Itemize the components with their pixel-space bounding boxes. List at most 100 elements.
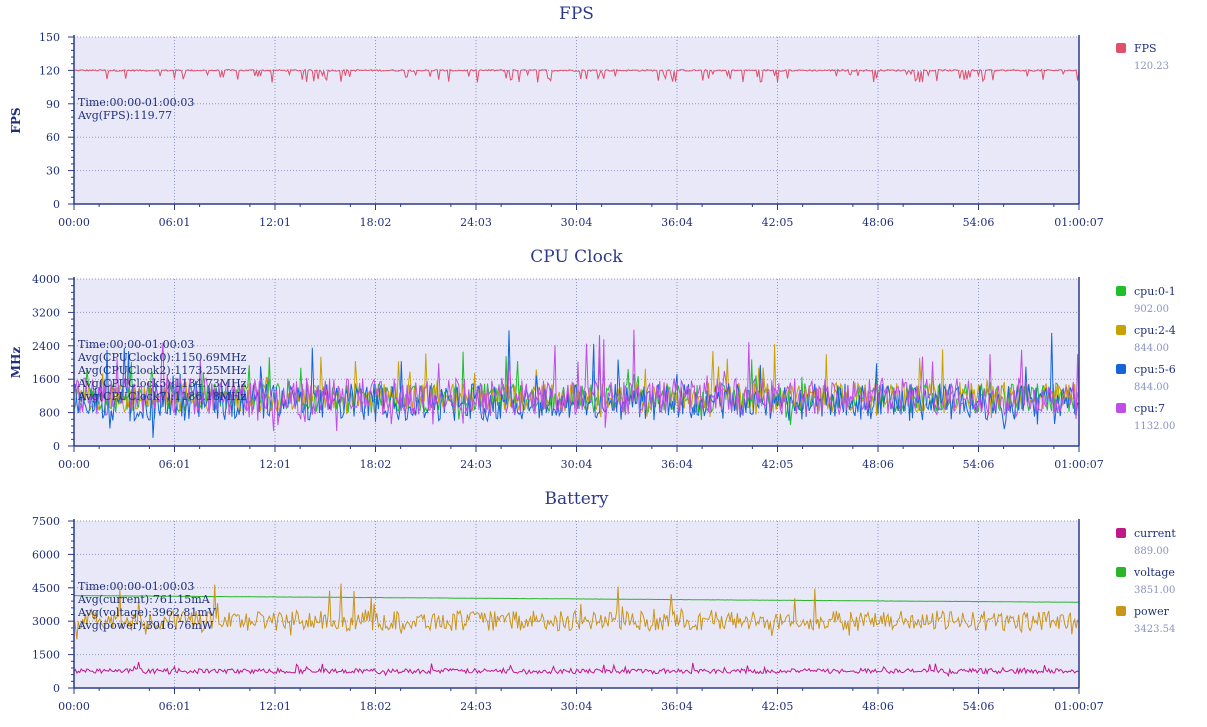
x-tick-label: 06:01 bbox=[159, 216, 191, 229]
x-tick-label: 00:00 bbox=[58, 458, 90, 471]
x-tick-label: 54:06 bbox=[963, 458, 995, 471]
y-axis-label: FPS bbox=[9, 107, 23, 133]
legend-series-name[interactable]: cpu:2-4 bbox=[1134, 324, 1176, 337]
stats-annotation: Avg(current):761.15mA bbox=[77, 593, 211, 606]
x-tick-label: 24:03 bbox=[460, 216, 492, 229]
stats-annotation: Time:00:00-01:00:03 bbox=[78, 580, 194, 593]
stats-annotation: Avg(CPUClock7):1186.18MHz bbox=[77, 390, 247, 403]
legend-series-name[interactable]: FPS bbox=[1134, 42, 1157, 55]
x-tick-label: 01:00:07 bbox=[1054, 458, 1103, 471]
chart-title: Battery bbox=[544, 489, 608, 509]
chart-title: CPU Clock bbox=[530, 247, 623, 267]
stats-annotation: Time:00:00-01:00:03 bbox=[78, 96, 194, 109]
x-tick-label: 06:01 bbox=[159, 700, 191, 713]
legend-series-value: 844.00 bbox=[1134, 382, 1169, 393]
chart-panel-1: CPU Clock 0 800 1600 2400 3200 4000 00:00 06:01 1… bbox=[9, 247, 1176, 471]
legend-swatch[interactable] bbox=[1116, 325, 1126, 335]
legend-series-name[interactable]: voltage bbox=[1133, 566, 1175, 579]
y-tick-label: 3000 bbox=[32, 615, 60, 628]
stats-annotation: Avg(CPUClock0):1150.69MHz bbox=[77, 351, 247, 364]
x-tick-label: 30:04 bbox=[561, 216, 593, 229]
x-tick-label: 36:04 bbox=[661, 216, 693, 229]
y-tick-label: 0 bbox=[53, 440, 60, 453]
chart-title: FPS bbox=[559, 4, 594, 24]
y-tick-label: 800 bbox=[39, 407, 60, 420]
y-tick-label: 0 bbox=[53, 682, 60, 695]
y-tick-label: 90 bbox=[46, 98, 60, 111]
series-line-voltage bbox=[74, 595, 1080, 603]
x-tick-label: 36:04 bbox=[661, 700, 693, 713]
x-tick-label: 18:02 bbox=[360, 216, 392, 229]
series-line-cpu-7 bbox=[73, 329, 1080, 432]
x-tick-label: 24:03 bbox=[460, 700, 492, 713]
x-tick-label: 00:00 bbox=[58, 700, 90, 713]
stats-annotation: Time:00:00-01:00:03 bbox=[78, 338, 194, 351]
x-tick-label: 00:00 bbox=[58, 216, 90, 229]
legend-series-value: 3851.00 bbox=[1134, 585, 1175, 596]
stats-annotation: Avg(CPUClock2):1173.25MHz bbox=[77, 364, 247, 377]
x-tick-label: 48:06 bbox=[862, 216, 894, 229]
x-tick-label: 12:01 bbox=[259, 216, 291, 229]
x-tick-label: 18:02 bbox=[360, 458, 392, 471]
legend-swatch[interactable] bbox=[1116, 606, 1126, 616]
y-tick-label: 60 bbox=[46, 131, 60, 144]
y-tick-label: 4500 bbox=[32, 582, 60, 595]
x-tick-label: 36:04 bbox=[661, 458, 693, 471]
stats-annotation: Avg(power):3016.76mW bbox=[77, 619, 214, 632]
x-tick-label: 12:01 bbox=[259, 700, 291, 713]
x-tick-label: 54:06 bbox=[963, 216, 995, 229]
y-axis-label: MHz bbox=[9, 347, 23, 379]
x-tick-label: 18:02 bbox=[360, 700, 392, 713]
stats-annotation: Avg(FPS):119.77 bbox=[77, 109, 172, 122]
legend-series-value: 120.23 bbox=[1134, 61, 1169, 72]
legend-series-value: 3423.54 bbox=[1134, 624, 1175, 635]
y-tick-label: 1500 bbox=[32, 649, 60, 662]
x-tick-label: 30:04 bbox=[561, 458, 593, 471]
legend-series-value: 844.00 bbox=[1134, 343, 1169, 354]
stats-annotation: Avg(voltage):3962.81mV bbox=[77, 606, 217, 619]
series-line-fps bbox=[73, 68, 1080, 83]
x-tick-label: 48:06 bbox=[862, 700, 894, 713]
legend-swatch[interactable] bbox=[1116, 528, 1126, 538]
y-tick-label: 150 bbox=[39, 31, 60, 44]
x-tick-label: 01:00:07 bbox=[1054, 700, 1103, 713]
legend-series-value: 889.00 bbox=[1134, 546, 1169, 557]
y-tick-label: 1600 bbox=[32, 373, 60, 386]
x-tick-label: 42:05 bbox=[762, 216, 794, 229]
series-line-current bbox=[73, 661, 1080, 678]
y-tick-label: 6000 bbox=[32, 548, 60, 561]
x-tick-label: 42:05 bbox=[762, 700, 794, 713]
legend-swatch[interactable] bbox=[1116, 567, 1126, 577]
stats-annotation: Avg(CPUClock5):1134.73MHz bbox=[77, 377, 247, 390]
legend-series-name[interactable]: cpu:5-6 bbox=[1134, 363, 1176, 376]
y-tick-label: 120 bbox=[39, 64, 60, 77]
x-tick-label: 01:00:07 bbox=[1054, 216, 1103, 229]
legend-series-name[interactable]: cpu:7 bbox=[1134, 402, 1165, 415]
y-tick-label: 30 bbox=[46, 165, 60, 178]
x-tick-label: 06:01 bbox=[159, 458, 191, 471]
legend-series-name[interactable]: current bbox=[1134, 527, 1176, 540]
x-tick-label: 24:03 bbox=[460, 458, 492, 471]
y-tick-label: 4000 bbox=[32, 273, 60, 286]
legend-series-value: 902.00 bbox=[1134, 304, 1169, 315]
x-tick-label: 30:04 bbox=[561, 700, 593, 713]
x-tick-label: 54:06 bbox=[963, 700, 995, 713]
x-tick-label: 12:01 bbox=[259, 458, 291, 471]
x-tick-label: 48:06 bbox=[862, 458, 894, 471]
series-line-power bbox=[73, 583, 1080, 640]
legend-series-name[interactable]: cpu:0-1 bbox=[1134, 285, 1176, 298]
y-tick-label: 0 bbox=[53, 198, 60, 211]
legend-swatch[interactable] bbox=[1116, 364, 1126, 374]
y-tick-label: 7500 bbox=[32, 515, 60, 528]
legend-swatch[interactable] bbox=[1116, 43, 1126, 53]
y-tick-label: 2400 bbox=[32, 340, 60, 353]
chart-panel-0: FPS 0 30 60 90 120 150 00:00 06:01 12:01 18:02 24:0… bbox=[9, 4, 1169, 229]
x-tick-label: 42:05 bbox=[762, 458, 794, 471]
chart-panel-2: Battery 0 1500 3000 4500 6000 7500 00:00 06:01 12… bbox=[32, 489, 1176, 713]
legend-swatch[interactable] bbox=[1116, 403, 1126, 413]
legend-series-name[interactable]: power bbox=[1134, 605, 1170, 618]
legend-series-value: 1132.00 bbox=[1134, 421, 1175, 432]
legend-swatch[interactable] bbox=[1116, 286, 1126, 296]
y-tick-label: 3200 bbox=[32, 306, 60, 319]
